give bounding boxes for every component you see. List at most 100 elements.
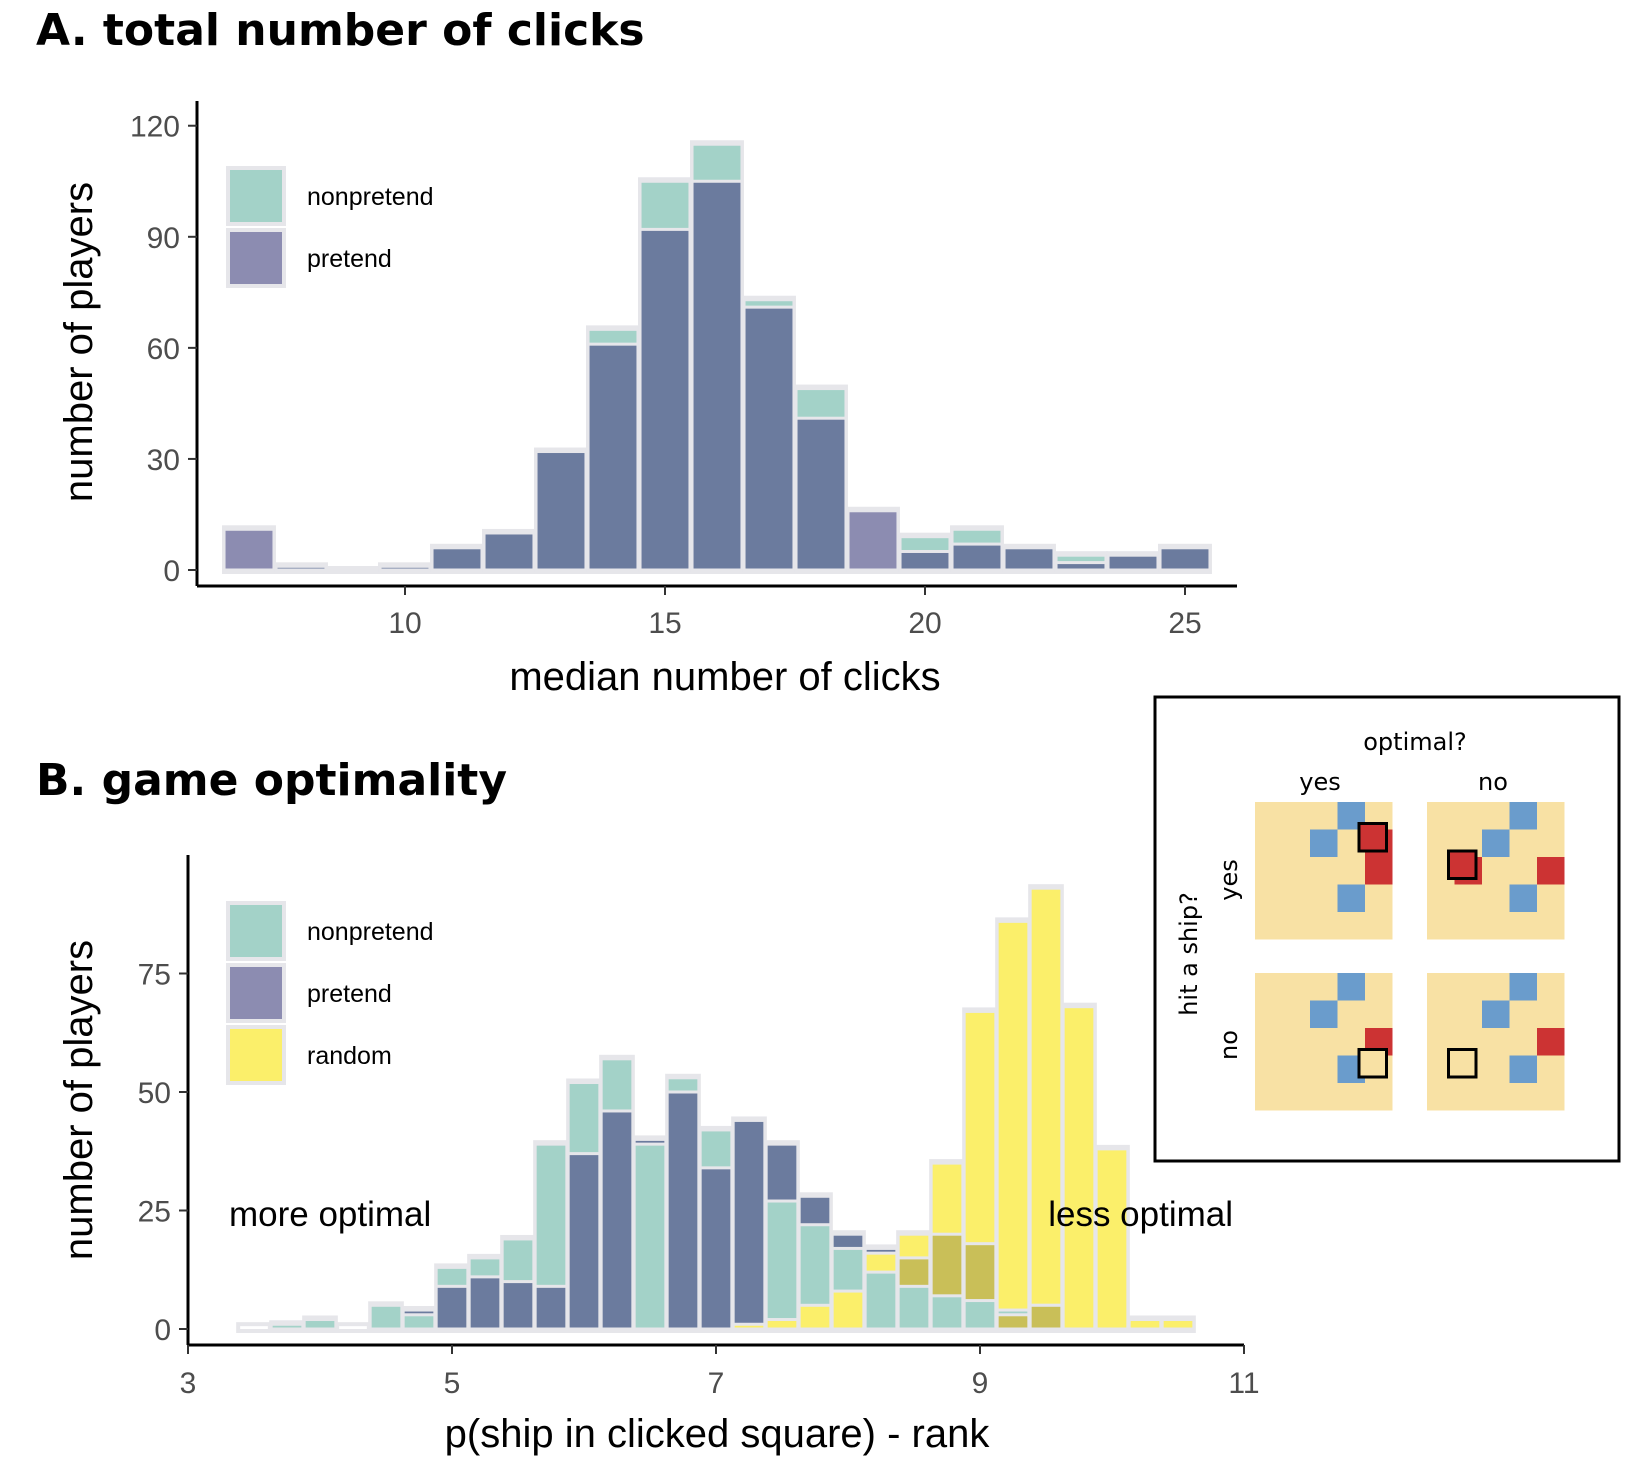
bar-pretend [434, 1284, 470, 1331]
inset-row-label-yes: yes [1215, 859, 1243, 900]
bar-pretend [995, 1313, 1031, 1331]
hit-cell [1537, 857, 1565, 885]
y-tick-label: 25 [138, 1196, 171, 1229]
panel-a-bars [222, 140, 1212, 575]
bar-random [1028, 886, 1064, 1331]
y-tick-label: 0 [163, 555, 180, 588]
hit-cell [1537, 1028, 1565, 1056]
bar-random [1127, 1318, 1163, 1331]
ship-cell [1509, 973, 1537, 1001]
clicked-square [1357, 1048, 1388, 1079]
bar-nonpretend [302, 1318, 338, 1331]
bar-pretend [566, 1152, 602, 1331]
bar-outline [236, 1322, 272, 1334]
panel-a-y-ticks: 0 30 60 90 120 [130, 111, 197, 588]
bar-nonpretend [368, 1303, 404, 1331]
legend-swatch-pretend [226, 228, 286, 288]
panel-b-bars [236, 884, 1196, 1334]
legend-swatch-nonpretend [226, 901, 286, 961]
bar-nonpretend [962, 1299, 998, 1331]
x-tick-label: 5 [444, 1367, 461, 1400]
bar-pretend [533, 1284, 569, 1331]
y-tick-label: 75 [138, 959, 171, 992]
bar-pretend [1002, 546, 1056, 572]
bar-pretend [534, 450, 588, 572]
bar-pretend [950, 542, 1004, 572]
ship-cell [1509, 884, 1537, 912]
bar-pretend [599, 1109, 635, 1331]
clicked-square [1357, 822, 1388, 853]
inset-row-header: hit a ship? [1175, 892, 1203, 1016]
ship-cell [1337, 884, 1365, 912]
panel-a-x-ticks: 10 15 20 25 [388, 586, 1202, 640]
panel-a-title: A. total number of clicks [36, 5, 645, 56]
bar-pretend [665, 1090, 701, 1331]
bar-pretend [846, 509, 900, 572]
clicked-square [1447, 849, 1478, 880]
bar-nonpretend [863, 1270, 899, 1331]
bar-pretend [222, 527, 276, 572]
bar-pretend [378, 564, 432, 572]
x-tick-label: 11 [1228, 1367, 1259, 1400]
x-tick-label: 25 [1168, 607, 1201, 640]
bar-random [731, 1322, 767, 1331]
legend-swatch-random [226, 1025, 286, 1085]
bar-nonpretend [896, 1284, 932, 1331]
bar-random [1160, 1318, 1196, 1331]
bar-pretend [1054, 561, 1108, 572]
inset-grid-2 [1255, 973, 1393, 1111]
panel-a-y-axis-title: number of players [57, 182, 101, 502]
bar-pretend [467, 1275, 503, 1331]
bar-pretend [690, 179, 744, 572]
panel-b-x-axis-title: p(ship in clicked square) - rank [445, 1412, 991, 1456]
bar-pretend [698, 1166, 734, 1331]
bar-random [995, 919, 1031, 1331]
x-tick-label: 3 [180, 1367, 197, 1400]
ship-cell [1482, 1000, 1510, 1028]
legend-swatch-pretend [226, 963, 286, 1023]
bar-nonpretend [632, 1142, 668, 1331]
y-tick-label: 90 [147, 222, 180, 255]
bar-nonpretend [929, 1294, 965, 1331]
ship-cell [1509, 802, 1537, 830]
panel-b-x-ticks: 3 5 7 9 11 [180, 1345, 1260, 1400]
inset-col-header: optimal? [1363, 728, 1467, 756]
bar-nonpretend [764, 1199, 800, 1331]
bar-pretend [1158, 546, 1212, 572]
clicked-square [1447, 1048, 1478, 1079]
ship-cell [1337, 973, 1365, 1001]
panel-a-legend: nonpretend pretend [226, 166, 434, 288]
legend-label-nonpretend: nonpretend [307, 183, 434, 211]
legend-label-pretend: pretend [307, 245, 392, 273]
panel-a-x-axis-title: median number of clicks [509, 655, 940, 699]
inset-diagram: optimal? yes no hit a ship? yes no [1153, 695, 1621, 1163]
bar-pretend [274, 564, 328, 572]
legend-label-pretend: pretend [307, 980, 392, 1008]
panel-b-title: B. game optimality [36, 755, 507, 806]
bar-random [1094, 1147, 1130, 1331]
bar-pretend [638, 227, 692, 572]
bar-pretend [1106, 553, 1160, 572]
bar-nonpretend [401, 1313, 437, 1331]
inset-grid-1 [1427, 802, 1565, 940]
bar-outline [326, 566, 380, 574]
y-tick-label: 60 [147, 333, 180, 366]
panel-b-y-ticks: 0 25 50 75 [138, 959, 188, 1347]
bar-nonpretend [269, 1322, 305, 1331]
x-tick-label: 10 [388, 607, 421, 640]
bar-random [1061, 1005, 1097, 1331]
bar-pretend [482, 531, 536, 572]
panel-b-y-axis-title: number of players [57, 940, 101, 1260]
legend-label-random: random [307, 1042, 392, 1070]
ship-cell [1509, 1055, 1537, 1083]
y-tick-label: 120 [130, 111, 180, 144]
inset-col-label-no: no [1478, 768, 1508, 796]
legend-swatch-nonpretend [226, 166, 286, 226]
y-tick-label: 0 [154, 1314, 171, 1347]
inset-col-label-yes: yes [1299, 768, 1340, 796]
x-tick-label: 15 [648, 607, 681, 640]
bar-pretend [742, 305, 796, 572]
ship-cell [1310, 1000, 1338, 1028]
y-tick-label: 50 [138, 1077, 171, 1110]
